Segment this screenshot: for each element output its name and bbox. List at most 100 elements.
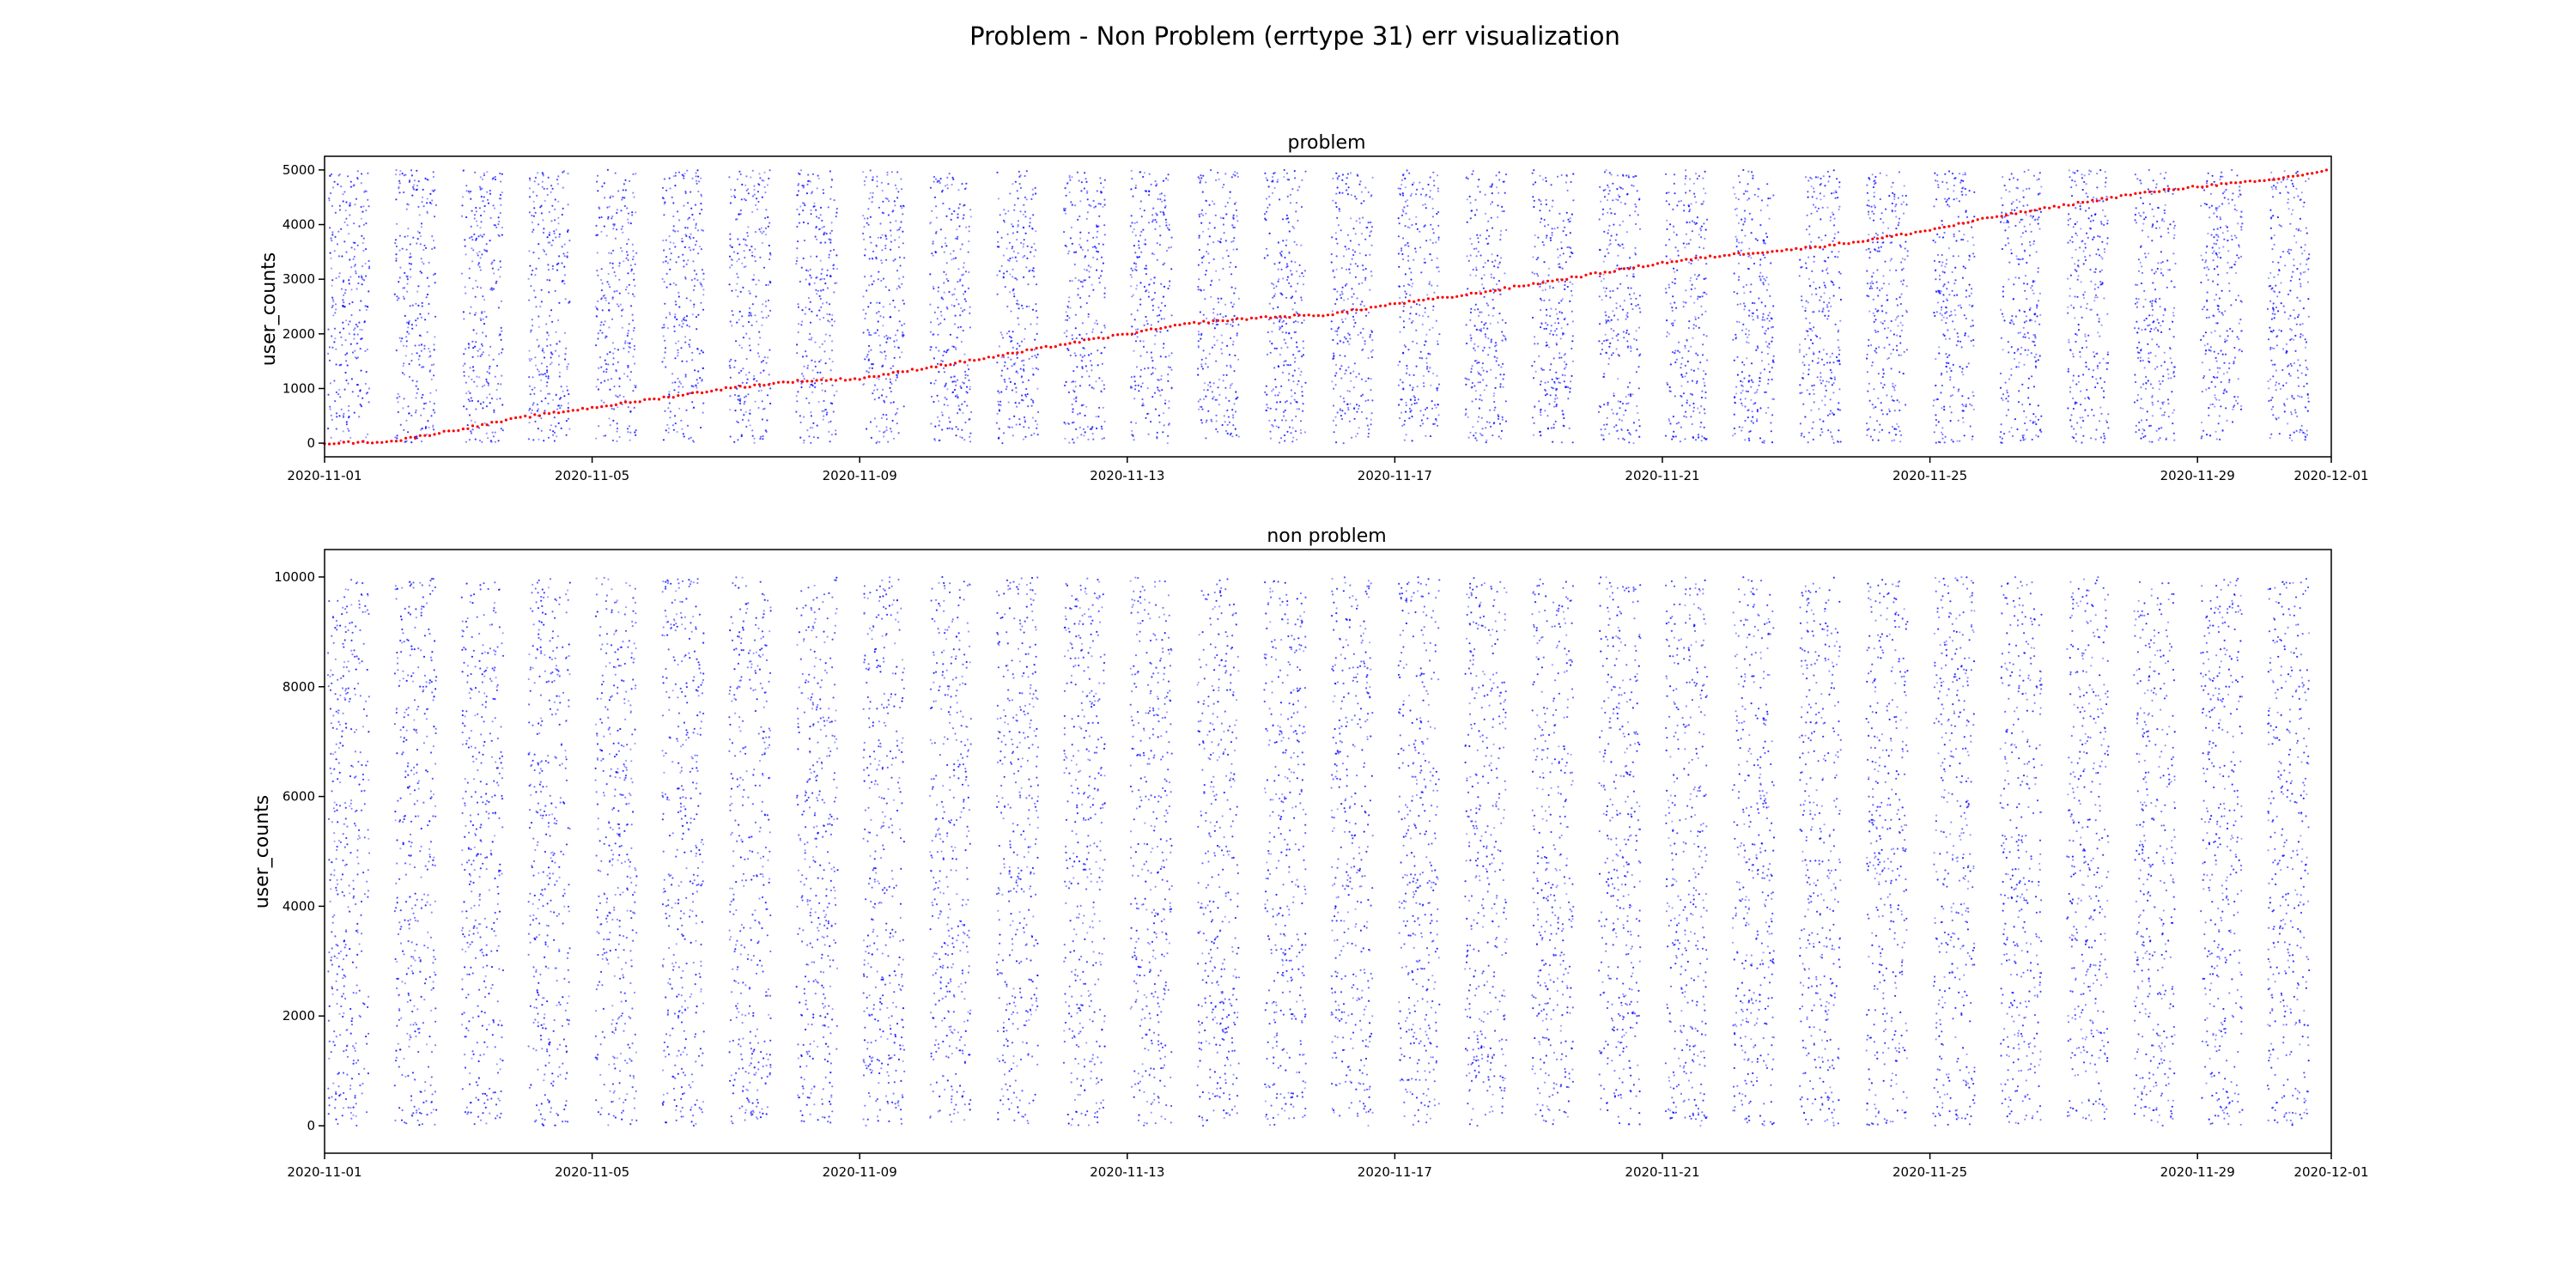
data-point: [1293, 361, 1297, 363]
data-point: [1290, 296, 1292, 300]
data-point: [885, 418, 888, 421]
data-point: [1232, 416, 1235, 419]
data-point: [424, 177, 427, 179]
data-point: [622, 308, 624, 311]
data-point: [1485, 439, 1488, 441]
data-point: [531, 221, 534, 224]
data-point: [1168, 355, 1170, 357]
data-point: [953, 388, 957, 392]
data-point: [886, 171, 889, 173]
data-point: [896, 229, 899, 232]
data-point: [562, 280, 564, 283]
data-point: [470, 190, 472, 193]
data-point: [671, 381, 674, 384]
data-point: [420, 335, 422, 337]
data-point: [702, 294, 705, 296]
data-point: [365, 275, 368, 277]
data-point: [1357, 264, 1359, 268]
data-point: [1404, 296, 1407, 299]
data-point: [1148, 173, 1151, 175]
data-point: [491, 261, 494, 264]
data-point: [341, 343, 343, 346]
data-point: [753, 193, 756, 196]
data-point: [501, 330, 503, 332]
data-point: [338, 272, 341, 275]
data-point: [769, 222, 771, 224]
data-point: [1164, 204, 1167, 207]
data-point: [750, 314, 753, 317]
data-point: [1540, 380, 1542, 383]
data-point: [544, 199, 546, 202]
data-point: [482, 401, 485, 404]
data-point: [1485, 302, 1488, 305]
data-point: [1068, 441, 1071, 444]
data-point: [1421, 357, 1424, 360]
data-point: [893, 345, 896, 348]
data-point: [1415, 303, 1419, 306]
data-point: [1335, 372, 1338, 374]
data-point: [483, 234, 485, 236]
data-point: [1236, 334, 1238, 337]
data-point: [688, 343, 690, 346]
data-point: [1211, 420, 1213, 422]
data-point: [828, 238, 830, 240]
data-point: [628, 323, 630, 325]
data-point: [953, 293, 956, 295]
data-point: [757, 183, 760, 185]
data-point: [1571, 335, 1574, 337]
data-point: [1219, 313, 1222, 315]
data-point: [1064, 384, 1066, 387]
data-point: [403, 174, 405, 177]
data-point: [541, 185, 544, 188]
data-point: [1281, 218, 1285, 221]
data-point: [870, 436, 873, 439]
data-point: [745, 189, 748, 191]
data-point: [1411, 184, 1414, 186]
data-point: [1499, 234, 1502, 236]
data-point: [365, 222, 368, 225]
data-point: [616, 440, 618, 442]
data-point: [1571, 360, 1574, 362]
data-point: [365, 248, 368, 251]
data-point: [551, 353, 554, 355]
data-point: [881, 351, 884, 354]
data-point: [1217, 386, 1219, 389]
data-point: [557, 200, 560, 203]
data-point: [550, 309, 553, 312]
data-point: [500, 180, 502, 183]
data-point: [697, 313, 700, 316]
data-point: [595, 344, 598, 347]
data-point: [1078, 385, 1082, 387]
data-point: [557, 216, 560, 219]
data-point: [1487, 337, 1490, 340]
data-point: [875, 245, 878, 248]
data-point: [946, 404, 949, 407]
data-point: [1338, 208, 1340, 210]
data-point: [698, 352, 701, 355]
data-point: [560, 427, 562, 429]
data-point: [1213, 203, 1216, 205]
data-point: [871, 363, 873, 366]
data-point: [635, 385, 637, 387]
data-point: [597, 332, 599, 335]
data-point: [1469, 202, 1472, 204]
data-point: [877, 278, 879, 281]
data-point: [828, 421, 830, 423]
data-point: [759, 372, 762, 374]
data-point: [349, 258, 351, 261]
data-point: [1421, 323, 1424, 325]
data-point: [1136, 257, 1139, 259]
data-point: [1030, 398, 1033, 401]
data-point: [432, 409, 434, 411]
data-point: [556, 435, 558, 438]
data-point: [1030, 355, 1034, 358]
data-point: [1151, 360, 1154, 362]
data-point: [410, 174, 413, 177]
data-point: [1283, 360, 1285, 363]
data-point: [1398, 404, 1400, 406]
data-point: [803, 378, 805, 380]
data-point: [1561, 374, 1564, 376]
data-point: [1002, 276, 1005, 278]
data-point: [901, 351, 903, 354]
data-point: [1346, 403, 1349, 405]
